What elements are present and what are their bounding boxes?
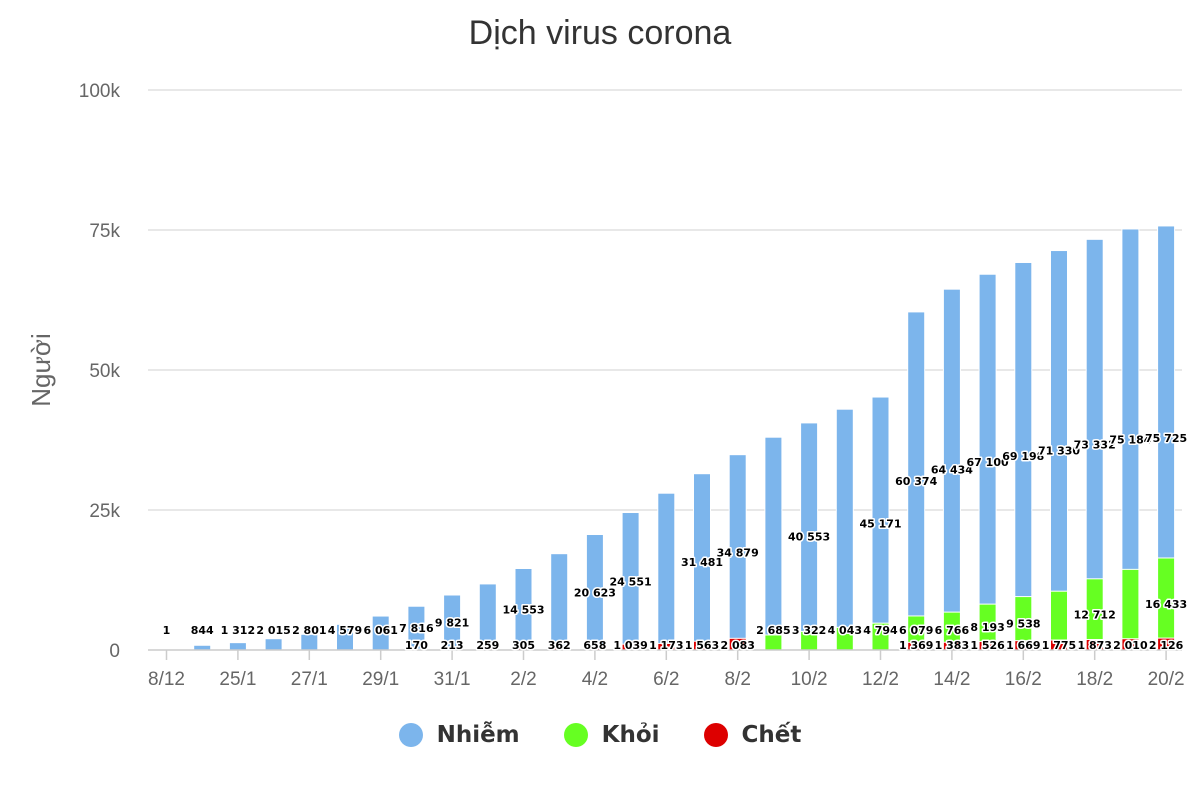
data-label: 213 [441,639,464,652]
legend-label-chet: Chết [741,722,802,748]
data-label: 2 015 [256,624,290,637]
data-label: 69 198 [1002,450,1044,463]
x-tick-label: 29/1 [362,669,399,690]
data-label: 1 873 [1077,639,1111,652]
data-label: 1 173 [649,639,683,652]
data-label: 362 [548,639,571,652]
y-axis-title: Người [26,333,56,406]
legend: Nhiễm Khỏi Chết [0,722,1200,748]
legend-item-nhiem[interactable]: Nhiễm [398,722,520,748]
y-tick-label: 75k [89,221,120,242]
data-label: 170 [405,639,428,652]
x-tick-label: 2/2 [510,669,536,690]
x-tick-label: 12/2 [862,669,899,690]
grid-lines [148,89,1182,511]
data-label: 1 563 [685,639,719,652]
x-tick-label: 27/1 [291,669,328,690]
data-label: 14 553 [502,603,544,616]
bar-nhiem[interactable] [264,638,283,651]
x-tick-label: 25/1 [219,669,256,690]
y-tick-label: 0 [109,641,120,662]
x-tick-label: 8/12 [148,669,185,690]
data-label: 1 775 [1042,639,1076,652]
bar-khoi[interactable] [1121,568,1140,651]
data-label: 3 322 [792,624,826,637]
bar-nhiem[interactable] [657,492,676,651]
x-tick-label: 10/2 [791,669,828,690]
data-label: 844 [191,624,214,637]
data-label: 75 184 [1109,433,1151,446]
data-label: 75 725 [1145,432,1187,445]
x-axis: 8/12 25/1 27/1 29/1 31/1 2/2 4/2 6/2 8/2 10/2 12/2… [148,649,1185,690]
x-tick-label: 14/2 [933,669,970,690]
data-label: 2 685 [756,624,790,637]
legend-dot-nhiem [398,723,423,747]
x-tick-label: 8/2 [724,669,750,690]
data-label: 73 332 [1074,439,1116,452]
bar-nhiem[interactable] [835,408,854,651]
chart-title: Dịch virus corona [468,14,732,52]
data-label: 24 551 [610,575,652,588]
bar-nhiem[interactable] [228,642,247,651]
data-label: 60 374 [895,475,937,488]
data-label: 16 433 [1145,598,1187,611]
data-label: 2 126 [1149,639,1184,652]
data-label: 259 [476,639,499,652]
data-label: 1 039 [613,639,647,652]
y-tick-label: 25k [89,501,120,522]
data-label: 658 [583,639,606,652]
data-label: 34 879 [717,546,759,559]
data-label: 2 801 [292,624,326,637]
data-label: 12 712 [1074,608,1116,621]
data-label: 9 538 [1006,617,1040,630]
legend-dot-khoi [563,723,588,747]
x-tick-label: 31/1 [434,669,471,690]
data-label: 71 330 [1038,444,1080,457]
x-tick-label: 4/2 [582,669,608,690]
x-tick-label: 6/2 [653,669,679,690]
data-label: 4 579 [328,624,362,637]
x-tick-label: 18/2 [1076,669,1113,690]
data-label: 6 061 [363,624,397,637]
data-label: 7 816 [399,622,434,635]
y-tick-label: 50k [89,361,120,382]
legend-item-khoi[interactable]: Khỏi [563,722,660,748]
data-label: 8 193 [970,621,1004,634]
legend-item-chet[interactable]: Chết [703,722,802,748]
x-tick-label: 16/2 [1005,669,1042,690]
y-axis: 0 25k 50k 75k 100k [79,81,121,662]
data-label: 6 079 [899,624,933,637]
data-label: 1 526 [970,639,1005,652]
legend-label-nhiem: Nhiễm [436,722,520,748]
data-label: 67 100 [967,456,1009,469]
legend-dot-chet [703,723,728,747]
x-tick-label: 20/2 [1148,669,1185,690]
bar-khoi[interactable] [764,634,783,651]
data-label: 45 171 [859,518,901,531]
data-label: 6 766 [935,624,970,637]
data-label: 20 623 [574,586,616,599]
data-label: 4 794 [863,624,898,637]
bar-nhiem[interactable] [550,553,569,651]
data-label: 1 [163,624,171,637]
data-label: 1 383 [935,639,969,652]
data-label: 1 312 [221,624,255,637]
data-label: 4 043 [828,624,862,637]
y-tick-label: 100k [79,81,121,102]
data-label: 1 669 [1006,639,1040,652]
data-label: 64 434 [931,464,973,477]
data-label: 2 010 [1113,639,1148,652]
bar-nhiem[interactable] [764,436,783,651]
legend-label-khoi: Khỏi [601,722,660,748]
data-label: 1 369 [899,639,933,652]
data-label: 40 553 [788,530,830,543]
data-labels: 1 844 1 312 2 015 2 801 4 579 6 061 7 816 9 821 1… [161,430,1188,653]
data-label: 305 [512,639,535,652]
data-label: 31 481 [681,556,723,569]
data-label: 2 083 [720,639,754,652]
bars [157,225,1176,651]
data-label: 9 821 [435,617,469,630]
